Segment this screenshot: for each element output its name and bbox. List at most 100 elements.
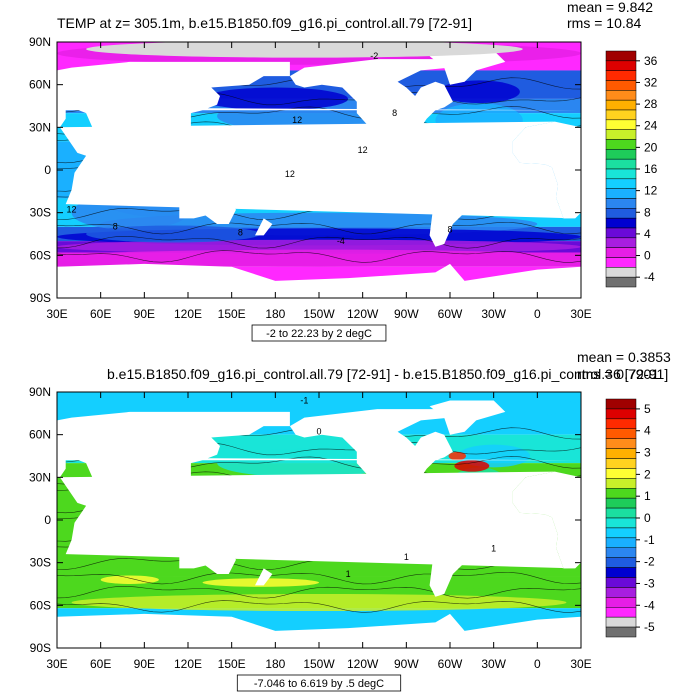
field-region bbox=[57, 239, 581, 254]
colorbar-swatch bbox=[605, 438, 637, 449]
colorbar: 36 32 28 24 20 16 12 8 4 0 -4 bbox=[605, 50, 658, 288]
colorbar-swatch bbox=[605, 99, 637, 111]
colorbar-swatch bbox=[605, 398, 637, 410]
colorbar-swatch bbox=[605, 428, 637, 439]
chart-title: b.e15.B1850.f09_g16.pi_control.all.79 [7… bbox=[107, 366, 668, 382]
contour-label: 8 bbox=[238, 227, 243, 237]
x-tick-label: 180 bbox=[265, 307, 285, 321]
colorbar-swatch bbox=[605, 267, 637, 278]
land-seasia bbox=[151, 161, 188, 182]
land-seasia bbox=[151, 511, 188, 532]
land-eurasia-wrap bbox=[581, 62, 700, 167]
colorbar-swatch bbox=[605, 408, 637, 420]
land-eurasia bbox=[57, 411, 579, 518]
x-tick-label: 120E bbox=[174, 307, 202, 321]
colorbar-swatch bbox=[605, 557, 637, 568]
x-tick-label: 0 bbox=[534, 657, 541, 671]
colorbar-swatch bbox=[605, 418, 637, 430]
colorbar: 5 4 3 2 1 0 -1 -2 -3 -4 -5 bbox=[605, 398, 655, 638]
stat-label: rms = 0.7901 bbox=[577, 366, 659, 382]
land-eurasia bbox=[57, 61, 579, 168]
contour-label: 8 bbox=[113, 222, 118, 232]
field-region bbox=[438, 80, 520, 104]
x-tick-label: 60W bbox=[438, 657, 463, 671]
x-tick-label: 120W bbox=[347, 307, 379, 321]
colorbar-swatch bbox=[605, 217, 637, 229]
colorbar-swatch bbox=[605, 597, 637, 608]
x-tick-label: 150W bbox=[303, 657, 335, 671]
colorbar-label: 24 bbox=[644, 119, 658, 133]
land-africa-wrap bbox=[581, 122, 700, 219]
colorbar-swatch bbox=[605, 478, 637, 489]
colorbar-label: 36 bbox=[644, 54, 658, 68]
land-namerica bbox=[289, 59, 453, 159]
range-label-box: -7.046 to 6.619 by .5 degC bbox=[236, 674, 402, 692]
colorbar-label: -2 bbox=[644, 555, 655, 569]
y-tick-label: 90N bbox=[29, 385, 51, 399]
colorbar-label: -3 bbox=[644, 576, 655, 590]
contour-line bbox=[57, 235, 581, 249]
stat-label: rms = 10.84 bbox=[567, 15, 642, 31]
field-region bbox=[217, 448, 392, 478]
colorbar-swatch bbox=[605, 188, 637, 199]
colorbar-swatch bbox=[605, 547, 637, 558]
colorbar-label: 4 bbox=[644, 227, 651, 241]
y-tick-label: 30S bbox=[30, 206, 51, 220]
colorbar-swatch bbox=[605, 50, 637, 62]
colorbar-swatch bbox=[605, 507, 637, 519]
contour-label: 12 bbox=[292, 115, 302, 125]
colorbar-label: -5 bbox=[644, 620, 655, 634]
colorbar-label: 0 bbox=[644, 249, 651, 263]
field-region bbox=[86, 225, 261, 243]
sea-ice-region bbox=[86, 42, 523, 58]
y-tick-label: 90N bbox=[29, 35, 51, 49]
colorbar-swatch bbox=[605, 227, 637, 239]
colorbar-swatch bbox=[605, 587, 637, 598]
colorbar-swatch bbox=[605, 60, 637, 71]
land-eurasia-wrap bbox=[581, 412, 700, 517]
land-antarctica bbox=[57, 613, 581, 648]
colorbar-swatch bbox=[605, 468, 637, 479]
field-region bbox=[448, 451, 467, 461]
colorbar-label: -4 bbox=[644, 598, 655, 612]
colorbar-swatch bbox=[605, 577, 637, 588]
panel-2: 30E 60E 90E 120E 150E 180 150W 120W 90W 60W 30W 0 30… bbox=[29, 349, 700, 692]
contour-line bbox=[57, 600, 581, 613]
y-tick-label: 90S bbox=[30, 641, 51, 655]
field-region bbox=[57, 249, 581, 267]
x-tick-label: 180 bbox=[265, 657, 285, 671]
colorbar-swatch bbox=[605, 448, 637, 459]
contour-label: 8 bbox=[392, 108, 397, 118]
y-tick-label: 60N bbox=[29, 428, 51, 442]
colorbar-swatch bbox=[605, 497, 637, 509]
colorbar-label: 16 bbox=[644, 162, 658, 176]
map-area bbox=[57, 42, 700, 298]
x-tick-label: 90E bbox=[134, 307, 155, 321]
colorbar-swatch bbox=[605, 178, 637, 189]
colorbar-label: 0 bbox=[644, 511, 651, 525]
x-tick-label: 90E bbox=[134, 657, 155, 671]
contour-label: 1 bbox=[404, 552, 409, 562]
colorbar-label: 2 bbox=[644, 467, 651, 481]
land-antarctica bbox=[57, 263, 581, 298]
colorbar-label: 28 bbox=[644, 97, 658, 111]
colorbar-label: 12 bbox=[644, 184, 658, 198]
contour-label: 8 bbox=[447, 225, 452, 235]
x-tick-label: 90W bbox=[394, 657, 419, 671]
range-label-frame bbox=[236, 674, 402, 692]
x-tick-label: 150W bbox=[303, 307, 335, 321]
contour-label: -2 bbox=[370, 51, 378, 61]
colorbar-swatch bbox=[605, 168, 637, 180]
y-tick-label: 0 bbox=[44, 163, 51, 177]
contour-label: 12 bbox=[285, 169, 295, 179]
colorbar-swatch bbox=[605, 537, 637, 548]
land-africa-east bbox=[512, 121, 581, 219]
land-greenland bbox=[429, 50, 506, 85]
x-tick-label: 90W bbox=[394, 307, 419, 321]
panel-1: 30E 60E 90E 120E 150E 180 150W 120W 90W 60W 30W 0 30… bbox=[29, 0, 700, 342]
colorbar-swatch bbox=[605, 80, 637, 91]
x-tick-label: 60E bbox=[90, 657, 111, 671]
land-australia bbox=[179, 534, 236, 574]
land-greenland bbox=[429, 400, 506, 435]
